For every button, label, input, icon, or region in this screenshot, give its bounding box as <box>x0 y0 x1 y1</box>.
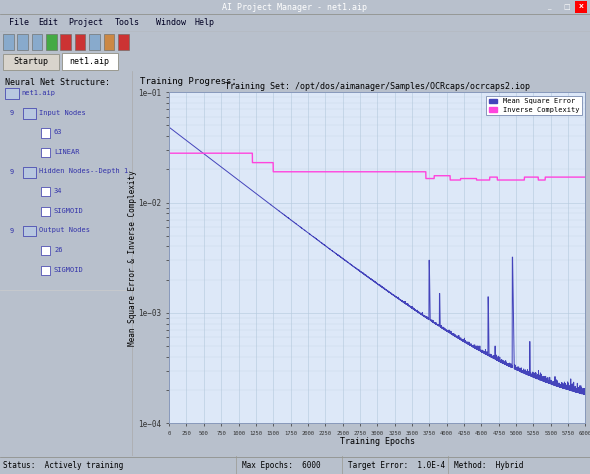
Text: Window: Window <box>156 18 186 27</box>
Mean Square Error <box>264 200 271 205</box>
Text: Max Epochs:  6000: Max Epochs: 6000 <box>242 461 320 470</box>
Text: Input Nodes: Input Nodes <box>39 109 86 116</box>
Mean Square Error <box>581 392 588 398</box>
FancyBboxPatch shape <box>41 207 50 216</box>
Inverse Complexity <box>264 160 271 165</box>
Mean Square Error <box>171 128 178 134</box>
FancyBboxPatch shape <box>89 34 100 50</box>
Text: net1.aip: net1.aip <box>70 57 110 66</box>
FancyBboxPatch shape <box>41 266 50 275</box>
Legend: Mean Square Error, Inverse Complexity: Mean Square Error, Inverse Complexity <box>486 96 582 115</box>
Text: Startup: Startup <box>13 57 48 66</box>
FancyBboxPatch shape <box>23 167 37 178</box>
Inverse Complexity <box>576 174 583 180</box>
Text: SIGMOID: SIGMOID <box>54 208 84 214</box>
Text: 9: 9 <box>9 110 14 116</box>
Text: Edit: Edit <box>38 18 58 27</box>
Text: Help: Help <box>195 18 215 27</box>
Text: Training Progress:: Training Progress: <box>140 77 237 86</box>
FancyBboxPatch shape <box>41 128 50 137</box>
FancyBboxPatch shape <box>104 34 114 50</box>
Text: X: X <box>579 4 584 9</box>
Inverse Complexity <box>533 174 540 180</box>
Text: 9: 9 <box>9 228 14 234</box>
Inverse Complexity <box>582 174 589 180</box>
Text: Status:  Actively training: Status: Actively training <box>3 461 123 470</box>
Text: Neural Net Structure:: Neural Net Structure: <box>5 78 110 87</box>
Text: Project: Project <box>68 18 103 27</box>
Mean Square Error <box>576 390 583 396</box>
Mean Square Error <box>582 390 589 396</box>
FancyBboxPatch shape <box>3 34 14 50</box>
Inverse Complexity <box>447 177 454 183</box>
Mean Square Error <box>478 349 486 355</box>
Inverse Complexity <box>354 169 361 174</box>
FancyBboxPatch shape <box>41 246 50 255</box>
Text: Output Nodes: Output Nodes <box>39 228 90 233</box>
FancyBboxPatch shape <box>575 1 587 13</box>
FancyBboxPatch shape <box>62 53 118 70</box>
FancyBboxPatch shape <box>118 34 129 50</box>
Text: net1.aip: net1.aip <box>22 90 55 96</box>
FancyBboxPatch shape <box>23 108 37 118</box>
X-axis label: Training Epochs: Training Epochs <box>340 438 415 447</box>
Line: Inverse Complexity: Inverse Complexity <box>169 153 585 180</box>
Mean Square Error <box>354 266 361 272</box>
Text: Method:  Hybrid: Method: Hybrid <box>454 461 524 470</box>
Text: File: File <box>9 18 29 27</box>
Text: 9: 9 <box>9 169 14 175</box>
Text: LINEAR: LINEAR <box>54 149 80 155</box>
FancyBboxPatch shape <box>75 34 86 50</box>
Title: Training Set: /opt/dos/aimanager/Samples/OCRcaps/ocrcaps2.iop: Training Set: /opt/dos/aimanager/Samples… <box>225 82 530 91</box>
Text: 34: 34 <box>54 188 63 194</box>
FancyBboxPatch shape <box>32 34 42 50</box>
FancyBboxPatch shape <box>17 34 28 50</box>
Line: Mean Square Error: Mean Square Error <box>169 127 585 395</box>
Text: 26: 26 <box>54 247 63 253</box>
Text: Hidden Nodes--Depth 1: Hidden Nodes--Depth 1 <box>39 168 129 174</box>
FancyBboxPatch shape <box>60 34 71 50</box>
Inverse Complexity <box>171 150 178 156</box>
Text: _: _ <box>547 4 550 10</box>
FancyBboxPatch shape <box>3 54 59 70</box>
FancyBboxPatch shape <box>46 34 57 50</box>
FancyBboxPatch shape <box>5 88 19 99</box>
Mean Square Error <box>533 374 540 380</box>
FancyBboxPatch shape <box>41 187 50 197</box>
Text: Target Error:  1.0E-4: Target Error: 1.0E-4 <box>348 461 445 470</box>
Y-axis label: Mean Square Error & Inverse Complexity: Mean Square Error & Inverse Complexity <box>128 170 137 346</box>
Text: Tools: Tools <box>115 18 140 27</box>
FancyBboxPatch shape <box>23 226 37 237</box>
Inverse Complexity <box>166 150 173 156</box>
Inverse Complexity <box>478 177 486 183</box>
Text: □: □ <box>563 4 570 10</box>
FancyBboxPatch shape <box>41 148 50 157</box>
Text: SIGMOID: SIGMOID <box>54 267 84 273</box>
Text: AI Project Manager - net1.aip: AI Project Manager - net1.aip <box>222 2 368 11</box>
Text: 63: 63 <box>54 129 63 135</box>
Mean Square Error <box>166 124 173 130</box>
